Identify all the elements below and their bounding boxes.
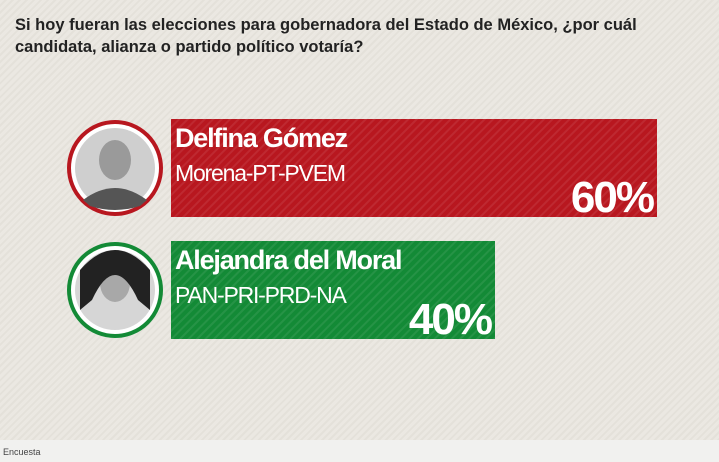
footer: Encuesta	[0, 440, 719, 462]
footer-text: Encuesta	[3, 447, 41, 457]
value-label: 60%	[571, 173, 654, 222]
value-label: 40%	[409, 295, 492, 344]
portrait	[67, 242, 163, 338]
chart-title: Si hoy fueran las elecciones para gobern…	[15, 16, 637, 56]
candidate-name: Alejandra del Moral	[175, 245, 401, 275]
party-label: PAN-PRI-PRD-NA	[175, 282, 347, 308]
chart: Delfina Gómez Morena-PT-PVEM 60% Alejandra …	[67, 119, 657, 344]
bar-texture	[171, 119, 657, 217]
candidate-name: Delfina Gómez	[175, 123, 348, 153]
portrait	[67, 120, 163, 216]
party-label: Morena-PT-PVEM	[175, 160, 345, 186]
bar-texture	[171, 241, 495, 339]
